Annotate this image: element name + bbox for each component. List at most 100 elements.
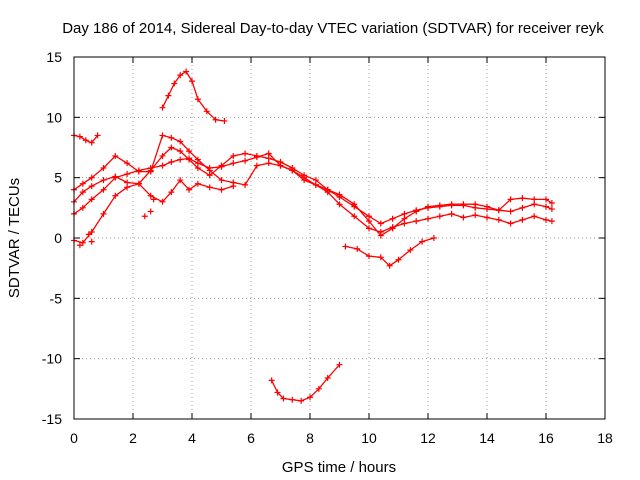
- data-point: [543, 196, 549, 203]
- data-point: [218, 177, 225, 184]
- data-point: [265, 160, 272, 167]
- data-point: [407, 247, 414, 254]
- data-point: [436, 202, 443, 209]
- grid: [74, 57, 605, 419]
- data-point: [548, 200, 555, 207]
- series-scatter-early: [76, 196, 157, 249]
- y-tick-label: 5: [54, 170, 62, 186]
- data-point: [324, 374, 331, 381]
- data-point: [183, 68, 190, 75]
- data-point: [203, 108, 210, 115]
- data-point: [168, 158, 175, 165]
- data-point: [280, 395, 287, 402]
- data-point: [206, 184, 213, 191]
- data-point: [413, 218, 420, 225]
- data-point: [315, 385, 322, 392]
- data-point: [79, 204, 86, 211]
- data-point: [168, 134, 175, 141]
- data-point: [351, 201, 358, 208]
- data-point: [242, 150, 249, 157]
- data-point: [230, 183, 237, 190]
- data-point: [177, 148, 184, 155]
- data-point: [430, 235, 437, 241]
- data-point: [82, 137, 89, 144]
- data-point: [484, 214, 490, 221]
- data-point: [186, 186, 193, 193]
- data-point: [194, 156, 201, 163]
- data-point: [112, 192, 119, 199]
- data-point: [212, 116, 219, 123]
- data-point: [507, 208, 514, 215]
- y-tick-label: -15: [42, 411, 62, 427]
- data-point: [425, 203, 431, 210]
- data-point: [289, 396, 296, 403]
- data-point: [177, 72, 184, 79]
- y-tick-label: 0: [54, 230, 62, 246]
- data-point: [218, 186, 225, 193]
- data-point: [543, 216, 549, 223]
- data-point: [177, 177, 184, 184]
- data-point: [79, 180, 86, 187]
- data-point: [312, 181, 319, 188]
- data-point: [100, 210, 107, 217]
- data-point: [298, 397, 305, 404]
- data-point: [88, 196, 95, 203]
- data-point: [342, 243, 349, 250]
- data-point: [253, 162, 260, 169]
- x-tick-label: 4: [188, 430, 196, 446]
- data-point: [100, 177, 107, 184]
- data-point: [507, 196, 514, 203]
- data-point: [124, 160, 131, 167]
- data-point: [377, 220, 384, 227]
- data-point: [448, 201, 455, 208]
- data-point: [419, 238, 426, 245]
- data-point: [141, 213, 148, 220]
- data-point: [336, 201, 343, 208]
- x-tick-label: 0: [70, 430, 78, 446]
- data-point: [112, 173, 119, 180]
- y-tick-label: 15: [46, 49, 62, 65]
- data-point: [168, 144, 175, 151]
- data-point: [218, 162, 225, 169]
- y-tick-label: -5: [50, 290, 63, 306]
- data-point: [336, 361, 343, 368]
- series-arc-low: [268, 361, 343, 404]
- data-point: [401, 215, 408, 222]
- data-point: [76, 242, 83, 249]
- data-point: [177, 138, 184, 145]
- data-point: [495, 216, 502, 223]
- series-trace: [73, 152, 553, 233]
- x-tick-label: 8: [306, 430, 314, 446]
- data-point: [366, 218, 372, 225]
- data-point: [189, 78, 195, 85]
- data-point: [389, 215, 396, 222]
- data-point: [395, 256, 402, 263]
- data-point: [425, 215, 431, 222]
- data-point: [135, 168, 142, 175]
- data-point: [159, 162, 166, 169]
- data-point: [277, 162, 284, 169]
- data-point: [221, 117, 228, 124]
- data-point: [274, 389, 281, 396]
- data-point: [76, 133, 83, 140]
- data-point: [124, 184, 131, 191]
- data-point: [135, 180, 142, 187]
- series-trace: [271, 364, 340, 402]
- data-point: [165, 92, 172, 99]
- data-point: [460, 214, 467, 221]
- data-point: [548, 218, 555, 225]
- data-point: [531, 196, 538, 203]
- y-tick-label: 10: [46, 109, 62, 125]
- data-point: [519, 204, 526, 211]
- data-point: [413, 208, 420, 215]
- series-arc-start-8: [71, 132, 101, 146]
- data-point: [377, 254, 384, 261]
- data-point: [495, 207, 502, 214]
- data-point: [377, 232, 384, 239]
- data-point: [194, 180, 201, 187]
- x-tick-label: 10: [361, 430, 377, 446]
- x-tick-label: 12: [420, 430, 436, 446]
- y-axis-label: SDTVAR / TECUs: [6, 178, 23, 298]
- data-point: [336, 191, 343, 198]
